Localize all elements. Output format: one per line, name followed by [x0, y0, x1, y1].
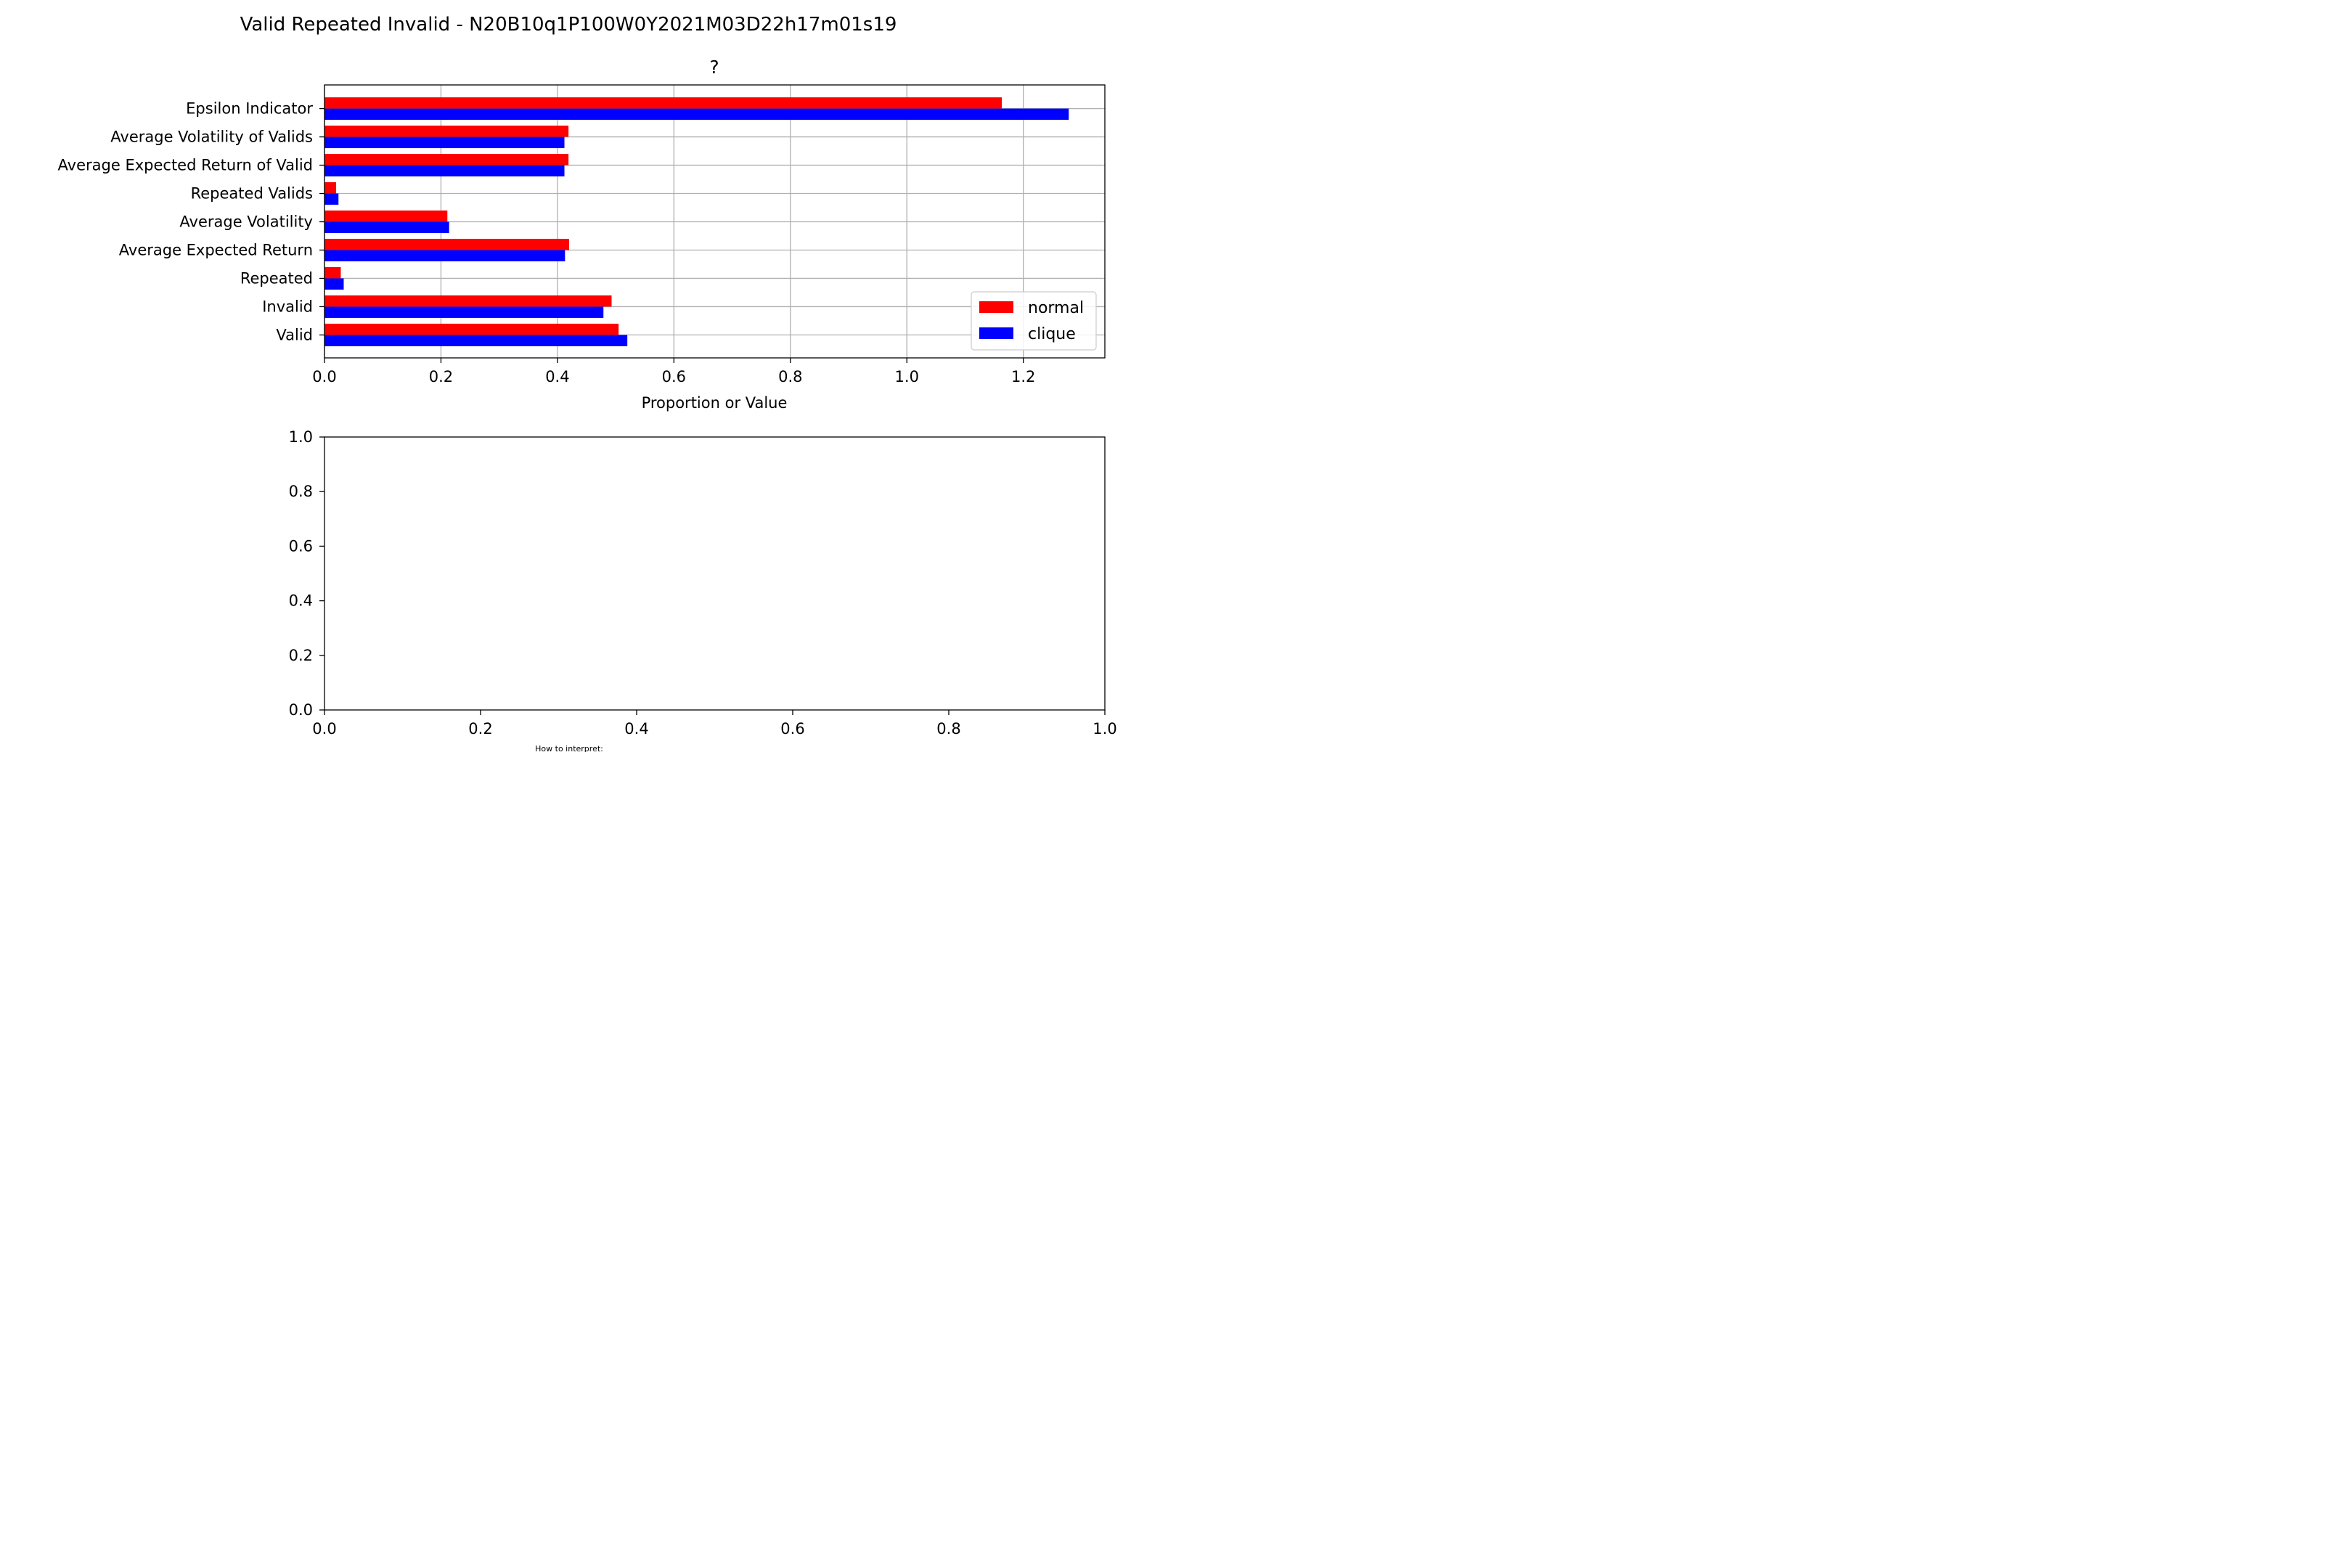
x-tick-label: 0.6 — [662, 368, 686, 385]
bar-clique — [324, 108, 1069, 121]
bar-normal — [324, 323, 619, 335]
x-tick-label: 0.2 — [468, 720, 492, 738]
figure: Valid Repeated Invalid - N20B10q1P100W0Y… — [0, 0, 1129, 752]
figure-background — [0, 0, 1129, 752]
x-tick-label: 1.0 — [895, 368, 919, 385]
category-label: Average Volatility of Valids — [110, 128, 313, 146]
x-tick-label: 0.2 — [429, 368, 453, 385]
category-label: Valid — [276, 326, 313, 343]
y-tick-label: 0.6 — [289, 537, 313, 555]
bar-normal — [324, 211, 448, 222]
y-axis-ticks-empty: 0.0 0.2 0.4 0.6 0.8 1.0 — [289, 428, 324, 719]
legend-label-normal: normal — [1028, 299, 1084, 317]
empty-chart: 0.0 0.2 0.4 0.6 0.8 1.0 0.0 0.2 0.4 0.6 0.8 1.0 — [289, 428, 1117, 738]
y-tick-label: 0.8 — [289, 483, 313, 500]
category-label: Repeated Valids — [191, 185, 313, 203]
category-label: Average Expected Return — [119, 241, 313, 258]
legend-swatch-clique — [979, 327, 1013, 339]
figure-title: Valid Repeated Invalid - N20B10q1P100W0Y… — [240, 14, 897, 36]
bar-clique — [324, 221, 449, 233]
bar-normal — [324, 126, 569, 137]
y-tick-label: 0.4 — [289, 592, 313, 610]
x-tick-label: 1.2 — [1011, 368, 1035, 385]
x-tick-label: 0.0 — [312, 720, 336, 738]
bar-normal — [324, 295, 612, 307]
bar-clique — [324, 193, 339, 205]
x-tick-label: 0.6 — [780, 720, 804, 738]
bar-clique — [324, 165, 565, 177]
y-axis-ticks: Valid Invalid Repeated Average Expected Ret… — [58, 100, 324, 343]
bar-clique — [324, 306, 604, 318]
plot-frame-empty — [324, 436, 1106, 711]
bar-clique — [324, 250, 565, 261]
x-tick-label: 1.0 — [1093, 720, 1116, 738]
bar-normal — [324, 97, 1003, 109]
footnote: How to interpret: — [535, 744, 603, 752]
legend: normal clique — [971, 291, 1097, 351]
category-label: Repeated — [240, 269, 313, 287]
category-label: Invalid — [262, 298, 313, 315]
x-tick-label: 0.4 — [624, 720, 648, 738]
bar-normal — [324, 238, 569, 250]
y-tick-label: 1.0 — [289, 428, 313, 446]
x-tick-label: 0.0 — [312, 368, 336, 385]
bar-normal — [324, 182, 337, 194]
x-tick-label: 0.8 — [778, 368, 802, 385]
bars — [324, 97, 1069, 346]
category-label: Epsilon Indicator — [186, 100, 313, 118]
bar-clique — [324, 136, 565, 149]
bar-clique — [324, 335, 628, 346]
bar-clique — [324, 278, 344, 290]
x-axis-ticks-empty: 0.0 0.2 0.4 0.6 0.8 1.0 — [312, 710, 1117, 738]
bar-normal — [324, 154, 569, 166]
legend-label-clique: clique — [1028, 325, 1076, 343]
chart-title: ? — [709, 57, 719, 78]
bar-chart: ? 0.0 0.2 0.4 0.6 0.8 1.0 1.2 Valid Invalid Repe… — [58, 57, 1106, 412]
x-tick-label: 0.8 — [936, 720, 960, 738]
bar-normal — [324, 266, 341, 279]
x-tick-label: 0.4 — [545, 368, 569, 385]
x-axis-label: Proportion or Value — [642, 394, 788, 412]
y-tick-label: 0.2 — [289, 647, 313, 664]
category-label: Average Expected Return of Valid — [58, 157, 313, 174]
y-tick-label: 0.0 — [289, 701, 313, 719]
category-label: Average Volatility — [179, 213, 313, 231]
legend-swatch-normal — [979, 301, 1013, 313]
x-axis-ticks: 0.0 0.2 0.4 0.6 0.8 1.0 1.2 — [312, 358, 1035, 385]
